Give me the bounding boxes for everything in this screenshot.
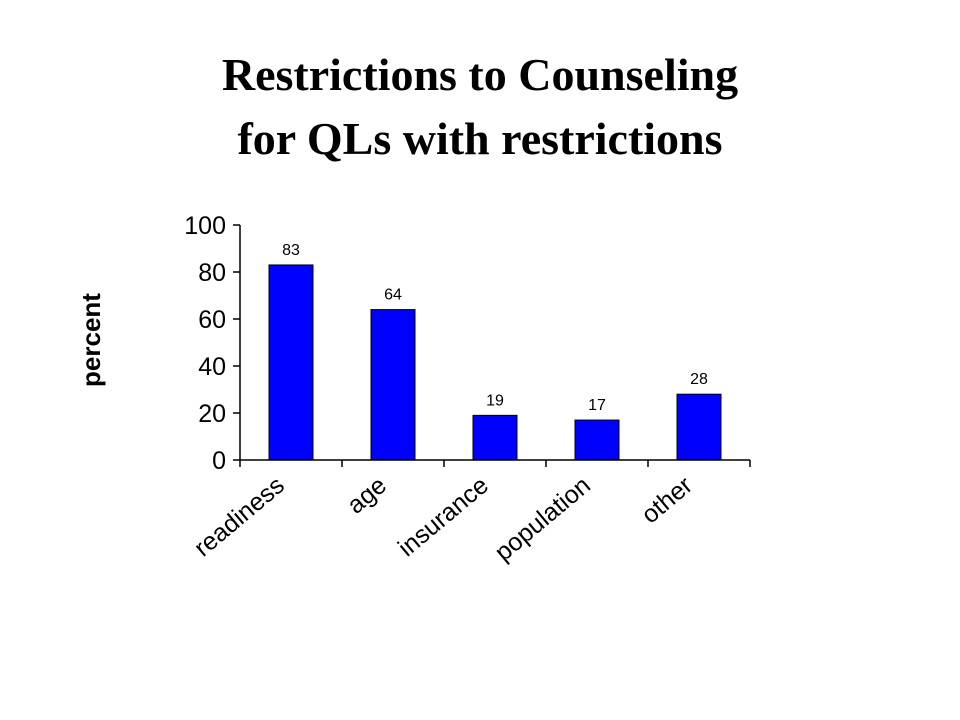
bar-age bbox=[370, 309, 416, 461]
data-label: 17 bbox=[588, 397, 606, 414]
y-tick-label: 20 bbox=[198, 400, 226, 428]
x-category-label: other bbox=[636, 471, 698, 529]
chart-title-line-2: for QLs with restrictions bbox=[237, 113, 723, 164]
y-tick-label: 80 bbox=[198, 259, 226, 287]
x-category-label: population bbox=[489, 471, 595, 567]
x-category-label: insurance bbox=[393, 471, 494, 562]
bar-other bbox=[676, 393, 722, 461]
y-tick-label: 60 bbox=[198, 306, 226, 334]
x-category-label: age bbox=[342, 471, 392, 519]
data-label: 28 bbox=[690, 371, 708, 388]
y-tick-label: 0 bbox=[212, 447, 226, 475]
bar-population bbox=[574, 419, 620, 461]
y-ticks-group: 0 20 40 60 80 100 bbox=[184, 212, 240, 475]
y-tick-label: 100 bbox=[184, 212, 226, 240]
bar-insurance bbox=[472, 414, 518, 461]
y-axis-label: percent bbox=[76, 293, 106, 387]
data-label: 83 bbox=[282, 242, 300, 259]
x-category-label: readiness bbox=[189, 471, 290, 562]
bars-group bbox=[268, 264, 722, 461]
bar-readiness bbox=[268, 264, 314, 461]
data-labels-group: 83 64 19 17 28 bbox=[282, 242, 708, 414]
data-label: 19 bbox=[486, 392, 504, 409]
y-tick-label: 40 bbox=[198, 353, 226, 381]
chart-title-line-1: Restrictions to Counseling bbox=[221, 49, 739, 100]
axes-group bbox=[239, 225, 750, 461]
data-label: 64 bbox=[384, 287, 402, 304]
